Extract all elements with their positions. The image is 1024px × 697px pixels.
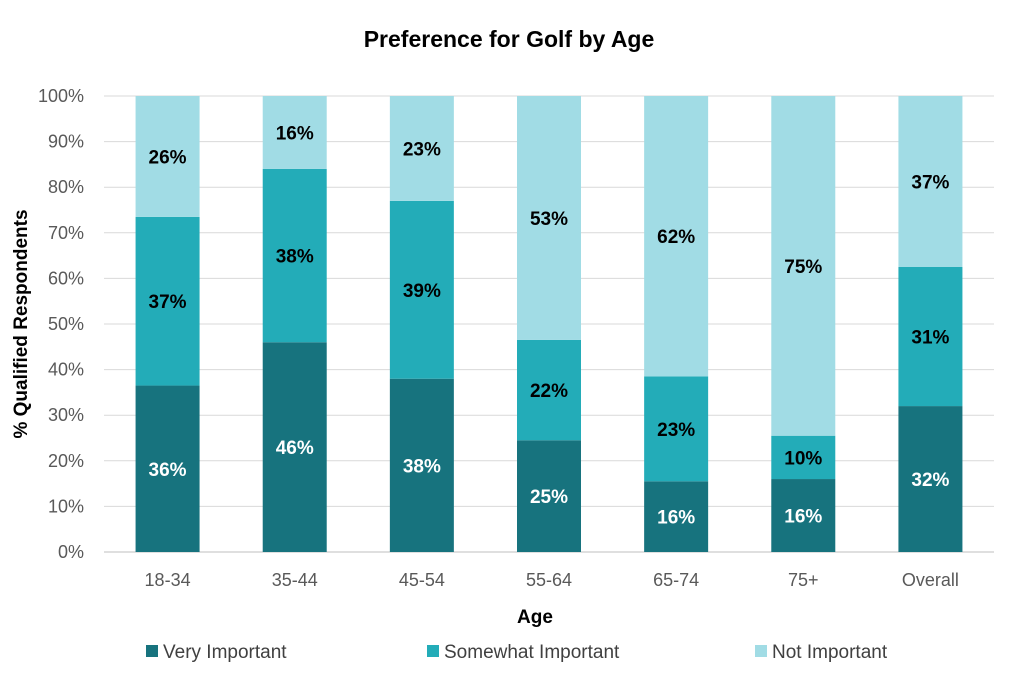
x-tick-label: 18-34: [145, 570, 191, 590]
bar-segment: [898, 406, 963, 552]
legend-label: Somewhat Important: [444, 642, 620, 663]
bar-segment: [771, 96, 836, 436]
bars: 36% 37% 26% 46% 38% 16% 38% 39% 23% 25% 22% 53% 16% 2…: [135, 96, 963, 552]
y-axis-ticks: 0% 10% 20% 30% 40% 50% 60% 70% 80% 90% 100%: [38, 86, 84, 562]
data-label: 46%: [276, 438, 314, 459]
data-label: 23%: [657, 420, 695, 441]
bar-segment: [517, 96, 581, 340]
data-label: 37%: [911, 173, 949, 194]
data-label: 31%: [911, 328, 949, 349]
x-tick-label: 45-54: [399, 570, 445, 590]
data-label: 22%: [530, 381, 568, 402]
y-tick-label: 60%: [48, 268, 84, 288]
bar-segment: [135, 385, 200, 552]
data-label: 32%: [911, 470, 949, 491]
bar-segment: [898, 96, 963, 267]
data-label: 25%: [530, 487, 568, 508]
legend-swatch: [146, 645, 158, 657]
legend-label: Very Important: [163, 642, 287, 663]
legend-label: Not Important: [772, 642, 888, 663]
legend-swatch: [427, 645, 439, 657]
data-label: 62%: [657, 227, 695, 248]
y-tick-label: 80%: [48, 177, 84, 197]
bar-segment: [262, 168, 327, 343]
data-label: 16%: [657, 508, 695, 529]
bar-segment: [262, 342, 327, 552]
data-label: 39%: [403, 281, 441, 302]
x-tick-label: 75+: [788, 570, 819, 590]
data-label: 16%: [784, 507, 822, 528]
data-label: 36%: [149, 460, 187, 481]
x-tick-label: 55-64: [526, 570, 572, 590]
y-tick-label: 30%: [48, 405, 84, 425]
data-label: 38%: [403, 456, 441, 477]
x-tick-label: 35-44: [272, 570, 318, 590]
chart-title: Preference for Golf by Age: [364, 26, 655, 52]
bar-segment: [644, 96, 709, 377]
data-label: 26%: [149, 147, 187, 168]
bar-segment: [389, 200, 454, 379]
bar-segment: [771, 435, 836, 480]
y-tick-label: 100%: [38, 86, 84, 106]
data-label: 75%: [784, 257, 822, 278]
bar-segment: [644, 376, 709, 482]
bar-segment: [517, 440, 581, 552]
bar-segment: [135, 96, 200, 217]
y-axis-title: % Qualified Respondents: [11, 209, 32, 438]
x-axis-title: Age: [517, 607, 553, 628]
y-tick-label: 70%: [48, 223, 84, 243]
bar-segment: [644, 481, 709, 552]
data-label: 16%: [276, 123, 314, 144]
legend-swatch: [755, 645, 767, 657]
bar-segment: [389, 96, 454, 201]
y-tick-label: 90%: [48, 132, 84, 152]
x-axis-ticks: 18-34 35-44 45-54 55-64 65-74 75+ Overall: [145, 570, 959, 590]
data-label: 37%: [149, 292, 187, 313]
y-tick-label: 0%: [58, 542, 84, 562]
x-tick-label: Overall: [902, 570, 959, 590]
bar-segment: [898, 267, 963, 407]
data-label: 38%: [276, 247, 314, 268]
x-tick-label: 65-74: [653, 570, 699, 590]
data-label: 23%: [403, 139, 441, 160]
data-label: 53%: [530, 209, 568, 230]
y-tick-label: 50%: [48, 314, 84, 334]
data-label: 10%: [784, 448, 822, 469]
legend: Very Important Somewhat Important Not Impo…: [146, 642, 888, 663]
y-tick-label: 10%: [48, 496, 84, 516]
y-tick-label: 40%: [48, 360, 84, 380]
bar-segment: [262, 96, 327, 169]
bar-segment: [517, 339, 581, 441]
bar-segment: [771, 479, 836, 552]
bar-segment: [135, 216, 200, 386]
bar-segment: [389, 378, 454, 552]
y-tick-label: 20%: [48, 451, 84, 471]
